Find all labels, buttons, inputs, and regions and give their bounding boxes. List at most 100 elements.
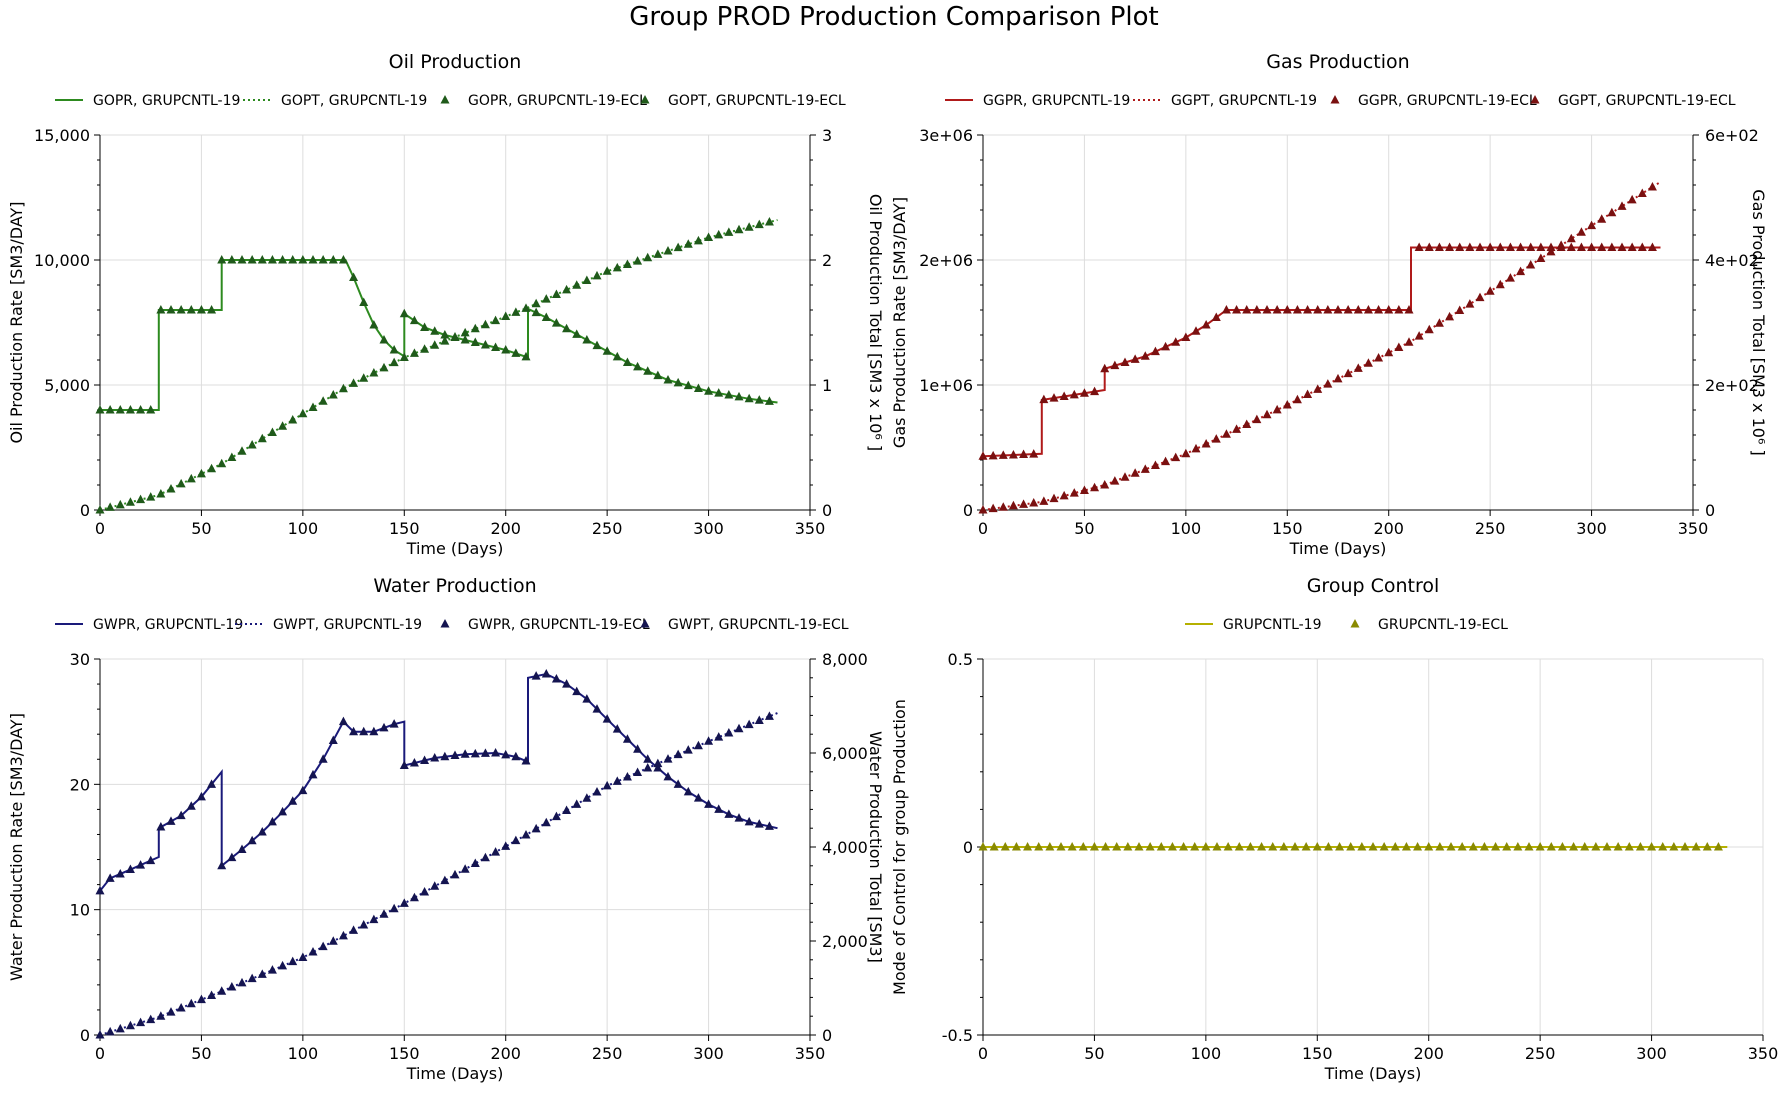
data-point [643, 754, 653, 763]
data-point [227, 982, 237, 991]
data-point [278, 421, 288, 430]
data-point [288, 415, 298, 424]
data-point [1353, 305, 1363, 314]
x-tick-label: 250 [1525, 1044, 1556, 1063]
data-point [379, 362, 389, 372]
data-point [1323, 305, 1333, 314]
data-point [257, 433, 267, 443]
data-point [622, 357, 632, 366]
data-point [308, 255, 318, 264]
data-point [227, 852, 237, 862]
x-tick-label: 0 [978, 519, 988, 538]
data-point [1424, 842, 1434, 851]
data-point [1268, 842, 1278, 851]
data-point [460, 335, 470, 344]
chart-title: Water Production [373, 575, 536, 597]
data-point [511, 751, 521, 761]
data-point [1556, 240, 1566, 249]
y2-tick-label: 3 [822, 126, 832, 145]
data-point [1536, 242, 1546, 251]
data-point [734, 391, 744, 401]
data-point [734, 813, 744, 822]
data-point [744, 816, 754, 826]
data-point [1546, 246, 1556, 256]
data-point [714, 732, 724, 741]
data-point [1110, 476, 1120, 485]
data-point [389, 719, 399, 728]
data-point [1374, 352, 1384, 362]
data-point [612, 724, 622, 733]
data-point [1602, 842, 1612, 851]
data-point [176, 305, 186, 314]
data-point [146, 405, 156, 414]
data-point [592, 340, 602, 350]
data-point [1413, 842, 1423, 851]
x-tick-label: 250 [1475, 519, 1506, 538]
data-point [714, 804, 724, 813]
data-point [156, 822, 166, 831]
data-point [409, 758, 419, 767]
data-point [1591, 842, 1601, 851]
data-point [1312, 842, 1322, 851]
y2-tick-label: 4,000 [822, 838, 868, 857]
data-point [1535, 842, 1545, 851]
data-point [1140, 351, 1150, 360]
data-point [470, 323, 480, 333]
data-point [430, 753, 440, 762]
data-point [125, 864, 135, 874]
data-point [1394, 305, 1404, 314]
y-tick-label: 0 [80, 501, 90, 520]
data-point [176, 478, 186, 488]
data-point [491, 748, 501, 757]
data-point [1505, 242, 1515, 251]
data-point [1282, 305, 1292, 314]
data-point [1446, 842, 1456, 851]
data-point [1034, 842, 1044, 851]
data-point [1023, 842, 1033, 851]
data-point [1303, 389, 1313, 399]
data-point [1112, 842, 1122, 851]
data-point [318, 754, 328, 763]
data-point [988, 503, 998, 513]
y-tick-label: 20 [70, 775, 90, 794]
data-point [1647, 842, 1657, 851]
data-point [166, 305, 176, 314]
data-point [1191, 326, 1201, 335]
data-point [1140, 464, 1150, 473]
data-point [1145, 842, 1155, 851]
data-point [1597, 242, 1607, 251]
data-point [1485, 242, 1495, 251]
data-point [754, 395, 764, 404]
data-point [978, 842, 988, 851]
data-point [247, 835, 257, 845]
data-point [460, 749, 470, 758]
data-point [1445, 242, 1455, 251]
data-point [1069, 488, 1079, 497]
data-point [1101, 842, 1111, 851]
data-point [764, 396, 774, 405]
data-point [978, 451, 988, 460]
y-tick-label: 5,000 [44, 376, 90, 395]
data-point [136, 405, 146, 414]
data-point [308, 769, 318, 779]
legend-label: GOPR, GRUPCNTL-19 [93, 93, 240, 109]
data-point [237, 844, 247, 854]
data-point [602, 346, 612, 355]
legend-label: GGPT, GRUPCNTL-19 [1171, 93, 1317, 109]
data-point [267, 427, 277, 436]
data-point [430, 326, 440, 335]
data-point [1343, 305, 1353, 314]
data-point [1171, 452, 1181, 462]
data-point [1100, 363, 1110, 373]
data-point [1313, 305, 1323, 314]
legend-marker [440, 95, 450, 104]
data-point [1479, 842, 1489, 851]
data-point [1516, 266, 1526, 276]
data-point [308, 402, 318, 411]
data-point [683, 380, 693, 390]
x-tick-label: 50 [191, 519, 211, 538]
data-point [1587, 220, 1597, 230]
y2-tick-label: 8,000 [822, 650, 868, 669]
